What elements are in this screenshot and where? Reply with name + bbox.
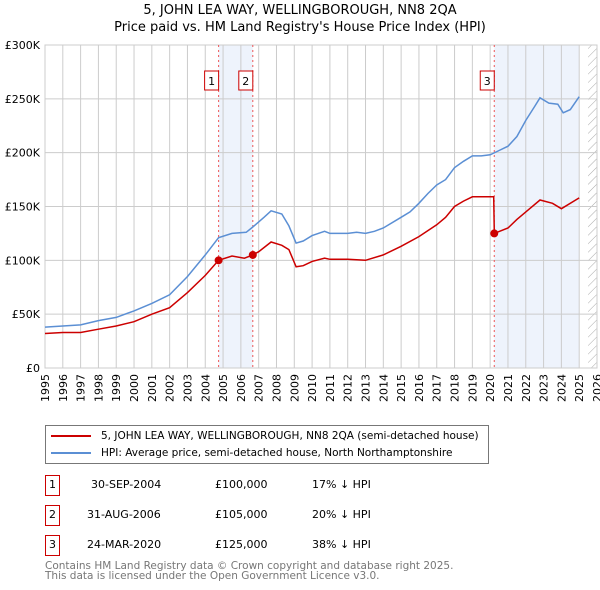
x-tick-label: 2021	[502, 374, 515, 402]
y-tick-label: £100K	[5, 254, 41, 267]
x-tick-label: 2005	[217, 374, 230, 402]
legend-hpi: HPI: Average price, semi-detached house,…	[101, 447, 453, 459]
sale-date: 30-SEP-2004	[91, 478, 162, 491]
sale-diff: 17% ↓ HPI	[312, 478, 371, 491]
y-tick-label: £150K	[5, 201, 41, 214]
sale-marker-number: 2	[242, 75, 249, 88]
sale-row: 3 24-MAR-2020 £125,000 38% ↓ HPI	[45, 535, 465, 556]
sale-marker-box	[238, 70, 254, 91]
x-tick-label: 2002	[164, 374, 177, 402]
x-tick-label: 2000	[128, 374, 141, 402]
y-tick-label: £300K	[5, 39, 41, 52]
x-tick-label: 2024	[555, 374, 568, 402]
x-tick-label: 2011	[324, 374, 337, 402]
sale-diff: 38% ↓ HPI	[312, 538, 371, 551]
y-tick-label: £50K	[12, 308, 41, 321]
sale-badge: 1	[45, 475, 60, 496]
price-chart: 1995 1996 1997 1998 1999 2000 2001 2002 2003 2004…	[5, 39, 600, 402]
x-tick-label: 2019	[466, 374, 479, 402]
sale-date: 24-MAR-2020	[87, 538, 162, 551]
sale-price: £105,000	[215, 508, 268, 521]
sale-point	[214, 256, 223, 265]
sale-diff: 20% ↓ HPI	[312, 508, 371, 521]
x-tick-label: 2013	[360, 374, 373, 402]
sale-row: 1 30-SEP-2004 £100,000 17% ↓ HPI	[45, 475, 465, 496]
x-tick-label: 1998	[92, 374, 105, 402]
x-tick-label: 2025	[573, 374, 586, 402]
sale-point	[490, 229, 499, 238]
y-tick-label: £0	[26, 362, 40, 375]
x-tick-label: 2020	[484, 374, 497, 402]
hpi-line	[44, 96, 580, 328]
footer-licence: This data is licensed under the Open Gov…	[45, 570, 380, 582]
x-tick-label: 2022	[520, 374, 533, 402]
x-tick-label: 2017	[431, 374, 444, 402]
sale-badge: 3	[45, 535, 60, 556]
sale-marker-box	[479, 70, 495, 91]
x-tick-label: 2006	[235, 374, 248, 402]
x-tick-label: 1996	[57, 374, 70, 402]
x-tick-label: 2009	[288, 374, 301, 402]
x-tick-label: 1997	[75, 374, 88, 402]
y-tick-label: £250K	[5, 93, 41, 106]
legend-property: 5, JOHN LEA WAY, WELLINGBOROUGH, NN8 2QA…	[101, 430, 479, 442]
x-tick-label: 2026	[591, 374, 600, 402]
sale-price: £125,000	[215, 538, 268, 551]
sale-marker-number: 1	[208, 75, 215, 88]
x-tick-label: 2010	[306, 374, 319, 402]
legend-blue-line	[51, 452, 91, 454]
x-tick-label: 2004	[199, 374, 212, 402]
y-tick-label: £200K	[5, 147, 41, 160]
footer-copyright: Contains HM Land Registry data © Crown c…	[45, 560, 454, 572]
x-tick-label: 2014	[377, 374, 390, 402]
x-tick-label: 2007	[253, 374, 266, 402]
x-tick-label: 1995	[39, 374, 52, 402]
plot-frame	[44, 44, 598, 369]
x-tick-label: 2012	[342, 374, 355, 402]
x-tick-label: 2016	[413, 374, 426, 402]
sale-point	[248, 250, 257, 259]
x-tick-label: 1999	[110, 374, 123, 402]
x-tick-label: 2003	[181, 374, 194, 402]
chart-subtitle: Price paid vs. HM Land Registry's House …	[114, 20, 486, 35]
sale-marker-box	[204, 70, 220, 91]
footer: Contains HM Land Registry data © Crown c…	[45, 560, 454, 582]
sale-row: 2 31-AUG-2006 £105,000 20% ↓ HPI	[45, 505, 465, 526]
legend-red-line	[51, 435, 91, 437]
sale-badge: 2	[45, 505, 60, 526]
legend: 5, JOHN LEA WAY, WELLINGBOROUGH, NN8 2QA…	[45, 425, 489, 464]
sale-marker-number: 3	[484, 75, 491, 88]
x-tick-label: 2001	[146, 374, 159, 402]
sale-price: £100,000	[215, 478, 268, 491]
sale-date: 31-AUG-2006	[87, 508, 161, 521]
x-tick-label: 2023	[538, 374, 551, 402]
x-tick-label: 2008	[270, 374, 283, 402]
x-tick-label: 2015	[395, 374, 408, 402]
chart-title: 5, JOHN LEA WAY, WELLINGBOROUGH, NN8 2QA	[143, 3, 457, 18]
x-tick-label: 2018	[449, 374, 462, 402]
